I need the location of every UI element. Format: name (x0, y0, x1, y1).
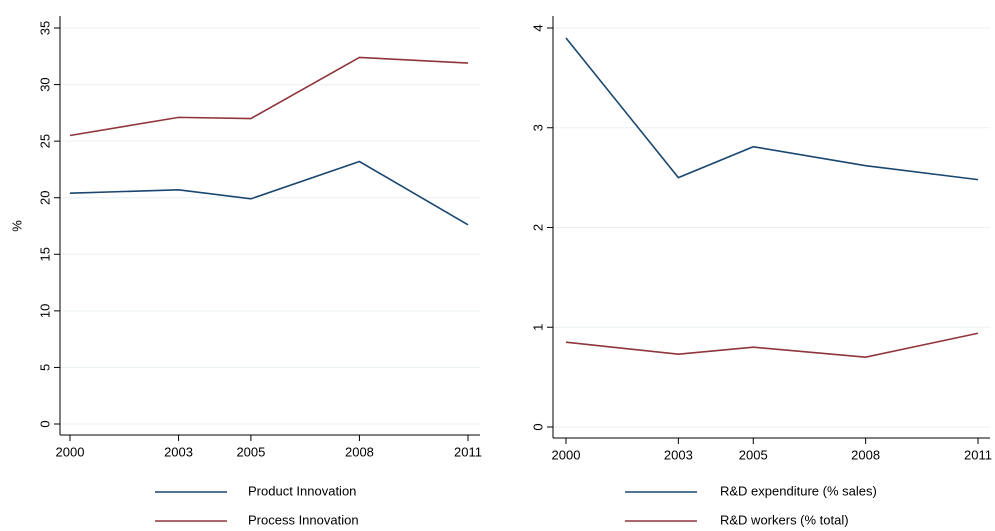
y-tick-label: 30 (37, 77, 52, 91)
y-tick-label: 20 (37, 190, 52, 204)
x-tick-label: 2000 (56, 444, 85, 459)
y-tick-label: 5 (37, 364, 52, 371)
x-tick-label: 2005 (236, 444, 265, 459)
y-tick-label: 4 (530, 24, 545, 31)
y-axis-label: % (9, 220, 24, 232)
y-tick-label: 35 (37, 21, 52, 35)
line-series (565, 37, 979, 181)
x-tick-label: 2011 (964, 447, 992, 462)
legend-label: Process Innovation (248, 512, 359, 527)
x-tick-label: 2008 (345, 444, 374, 459)
line-series (69, 56, 469, 137)
legend-label: R&D expenditure (% sales) (720, 483, 877, 498)
line-series (69, 160, 469, 226)
y-tick-label: 2 (530, 224, 545, 231)
x-tick-label: 2000 (552, 447, 581, 462)
y-tick-label: 25 (37, 134, 52, 148)
y-tick-label: 3 (530, 124, 545, 131)
y-tick-label: 0 (37, 420, 52, 427)
y-tick-label: 15 (37, 247, 52, 261)
line-series (565, 332, 979, 358)
legend-label: Product Innovation (248, 483, 356, 498)
y-tick-label: 1 (530, 324, 545, 331)
x-tick-label: 2008 (851, 447, 880, 462)
y-tick-label: 0 (530, 423, 545, 430)
legend-label: R&D workers (% total) (720, 512, 849, 527)
x-tick-label: 2003 (164, 444, 193, 459)
y-tick-label: 10 (37, 304, 52, 318)
x-tick-label: 2011 (454, 444, 482, 459)
x-tick-label: 2005 (739, 447, 768, 462)
x-tick-label: 2003 (664, 447, 693, 462)
